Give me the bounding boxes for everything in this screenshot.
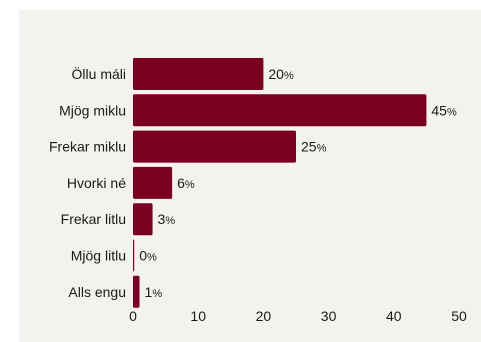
value-label: 0% <box>139 248 157 264</box>
bar <box>133 166 173 199</box>
value-label: 1% <box>145 284 163 300</box>
x-tick-label: 20 <box>256 308 272 324</box>
value-label: 6% <box>177 175 195 191</box>
category-label: Alls engu <box>68 284 126 300</box>
x-tick-label: 0 <box>129 308 137 324</box>
x-tick-label: 50 <box>451 308 467 324</box>
category-label: Frekar litlu <box>61 211 126 227</box>
bar <box>133 130 296 163</box>
category-label: Frekar miklu <box>49 139 126 155</box>
value-label: 45% <box>431 102 457 118</box>
category-label: Mjög miklu <box>59 102 126 118</box>
x-tick-label: 40 <box>386 308 402 324</box>
bar <box>133 94 427 127</box>
value-label: 20% <box>268 66 294 82</box>
bar <box>133 239 135 272</box>
category-label: Mjög litlu <box>71 248 126 264</box>
bar <box>133 58 264 90</box>
chart-panel: Öllu máli 20% Mjög miklu 45% Frekar miklu 25%… <box>19 10 481 342</box>
bar <box>133 275 140 308</box>
x-tick-label: 10 <box>190 308 206 324</box>
category-label: Hvorki né <box>67 175 126 191</box>
x-tick-label: 30 <box>321 308 337 324</box>
bar-chart: Öllu máli 20% Mjög miklu 45% Frekar miklu 25%… <box>49 58 467 324</box>
bar <box>133 203 153 236</box>
value-label: 3% <box>158 211 176 227</box>
value-label: 25% <box>301 139 327 155</box>
category-label: Öllu máli <box>72 65 126 82</box>
